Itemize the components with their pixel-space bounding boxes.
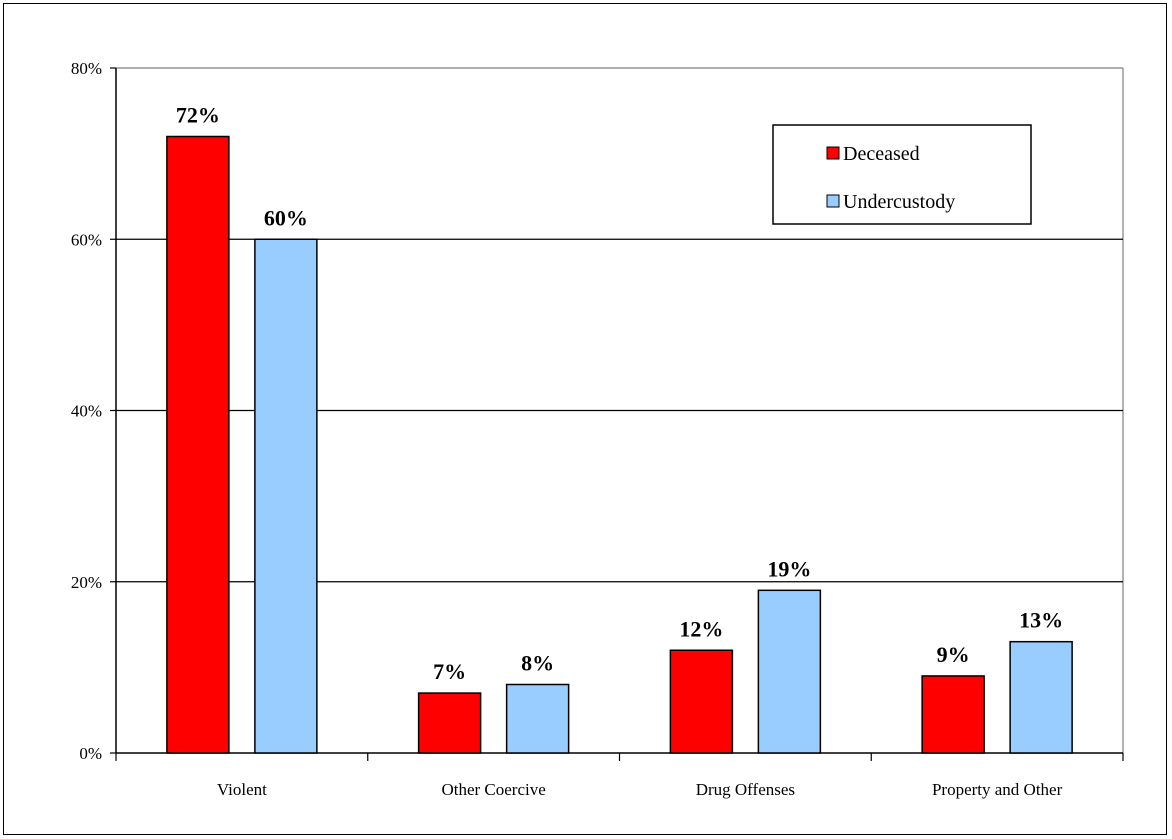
data-label: 7% bbox=[433, 659, 466, 684]
legend-label-undercustody: Undercustody bbox=[843, 191, 955, 213]
y-tick-label: 40% bbox=[71, 402, 102, 421]
legend-box bbox=[772, 124, 1032, 225]
legend-swatch-undercustody bbox=[826, 194, 840, 208]
bars bbox=[166, 135, 1073, 754]
data-label: 60% bbox=[264, 205, 308, 230]
bar-undercustody bbox=[1009, 640, 1073, 754]
bar-deceased bbox=[417, 692, 482, 754]
bar-undercustody bbox=[254, 238, 318, 754]
legend: Deceased Undercustody bbox=[772, 124, 1032, 225]
y-tick-label: 60% bbox=[71, 230, 102, 249]
legend-swatch-deceased bbox=[826, 146, 840, 160]
x-category-label: Violent bbox=[217, 780, 267, 799]
data-label: 9% bbox=[937, 642, 970, 667]
data-label: 72% bbox=[176, 103, 220, 128]
bar-deceased bbox=[166, 135, 230, 754]
data-label: 13% bbox=[1019, 608, 1063, 633]
x-category-label: Property and Other bbox=[932, 780, 1063, 799]
data-label: 19% bbox=[767, 556, 811, 581]
x-category-label: Drug Offenses bbox=[696, 780, 795, 799]
bar-undercustody bbox=[757, 589, 822, 754]
y-tick-label: 0% bbox=[79, 744, 102, 763]
y-tick-label: 80% bbox=[71, 59, 102, 78]
bar-undercustody bbox=[505, 683, 570, 754]
legend-label-deceased: Deceased bbox=[843, 143, 920, 165]
x-category-label: Other Coercive bbox=[441, 780, 545, 799]
data-labels: 72% 60% 7% 8% 12% 19% 9% 13% bbox=[176, 103, 1063, 685]
data-label: 8% bbox=[521, 651, 554, 676]
bar-deceased bbox=[669, 649, 734, 754]
data-label: 12% bbox=[679, 616, 723, 641]
y-tick-label: 20% bbox=[71, 573, 102, 592]
bar-deceased bbox=[921, 675, 985, 754]
